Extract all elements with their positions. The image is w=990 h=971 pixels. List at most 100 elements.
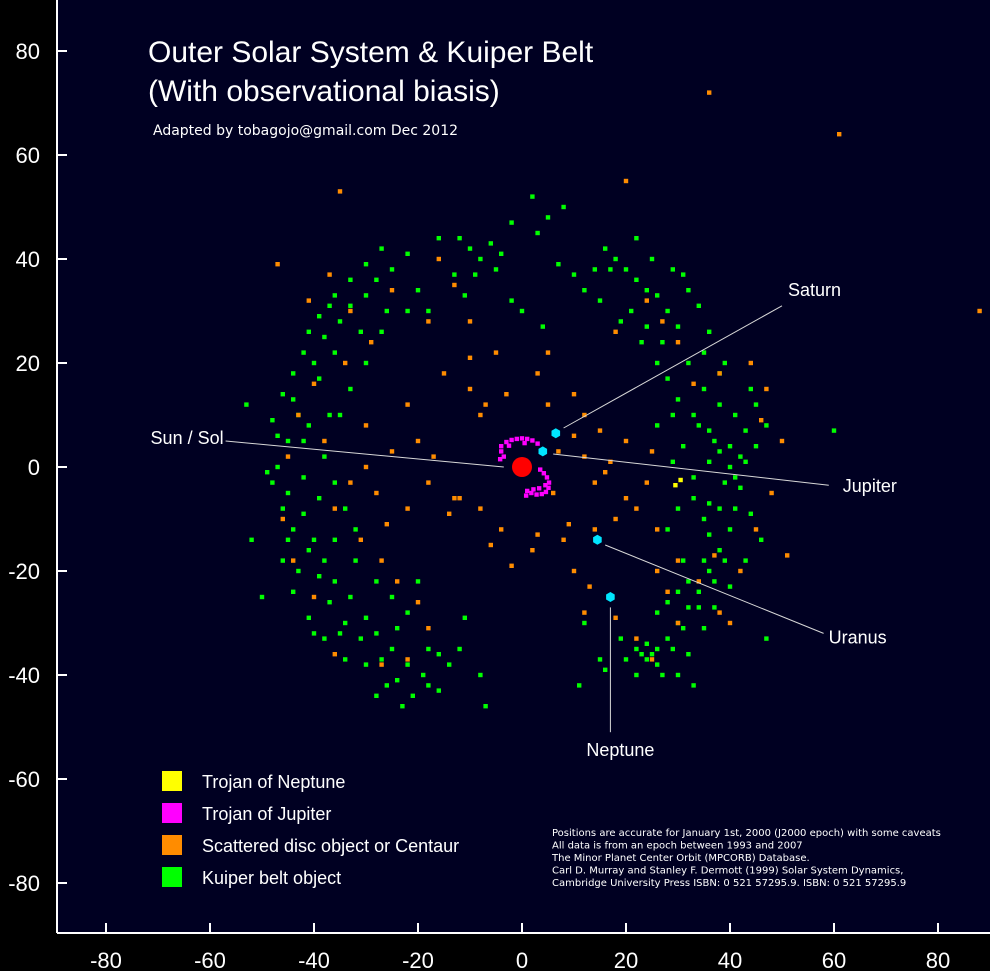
y-tick-label: -80 xyxy=(8,871,40,896)
data-point xyxy=(665,600,670,605)
data-point xyxy=(348,308,353,314)
data-point xyxy=(717,506,722,511)
data-point xyxy=(665,636,670,641)
data-point xyxy=(686,652,691,657)
data-point xyxy=(707,501,712,506)
data-point xyxy=(582,288,587,293)
data-point xyxy=(311,631,317,636)
data-point xyxy=(686,579,691,584)
data-point xyxy=(317,574,322,579)
data-point xyxy=(686,360,691,366)
data-point xyxy=(535,371,540,376)
data-point xyxy=(717,548,722,553)
data-point xyxy=(675,324,681,329)
data-point xyxy=(764,386,769,392)
x-tick-label: 40 xyxy=(718,948,742,971)
annotation-label: Uranus xyxy=(829,627,887,647)
data-point xyxy=(571,392,577,397)
data-point xyxy=(317,496,322,501)
data-point xyxy=(431,454,436,459)
data-point xyxy=(738,485,743,490)
planet-marker xyxy=(538,446,548,457)
data-point xyxy=(707,428,712,433)
data-point xyxy=(400,704,405,709)
data-point xyxy=(501,454,506,459)
data-point xyxy=(348,594,353,600)
data-point xyxy=(753,402,759,407)
data-point xyxy=(613,615,618,620)
data-point xyxy=(707,329,712,334)
data-point xyxy=(452,272,457,277)
data-point xyxy=(389,594,395,600)
legend-swatch xyxy=(162,835,182,855)
data-point xyxy=(473,272,478,277)
series-group xyxy=(497,436,552,498)
data-point xyxy=(332,537,337,542)
data-point xyxy=(644,480,649,485)
data-point xyxy=(686,288,691,293)
data-point xyxy=(426,626,431,631)
annotation-line xyxy=(553,453,829,486)
data-point xyxy=(426,683,431,688)
legend: Trojan of Neptune Trojan of Jupiter Scatte… xyxy=(162,771,459,888)
data-point xyxy=(582,610,587,615)
data-point xyxy=(634,636,639,641)
chart-subtitle: Adapted by tobagojo@gmail.com Dec 2012 xyxy=(153,123,458,139)
data-point xyxy=(343,360,348,366)
data-point xyxy=(660,319,665,324)
data-point xyxy=(358,329,363,334)
data-point xyxy=(597,428,603,433)
y-tick-label: 40 xyxy=(16,247,40,272)
data-point xyxy=(634,236,639,241)
data-point xyxy=(738,454,743,459)
data-point xyxy=(582,454,587,459)
data-point xyxy=(707,90,712,95)
data-point xyxy=(379,558,384,563)
data-point xyxy=(660,340,665,345)
data-point xyxy=(571,272,577,277)
data-point xyxy=(764,636,769,641)
data-point xyxy=(660,672,665,678)
data-point xyxy=(681,558,686,563)
data-point xyxy=(592,267,597,272)
data-point xyxy=(753,527,759,532)
data-point xyxy=(587,584,592,589)
data-point xyxy=(644,641,649,646)
data-point xyxy=(311,537,317,542)
data-point xyxy=(332,350,337,355)
x-tick-label: -60 xyxy=(194,948,226,971)
data-point xyxy=(415,288,421,293)
data-point xyxy=(603,667,608,672)
data-point xyxy=(291,397,296,402)
data-point xyxy=(707,459,712,464)
data-point xyxy=(722,360,727,366)
data-point xyxy=(673,483,678,488)
chart-title-line1: Outer Solar System & Kuiper Belt xyxy=(148,36,594,69)
data-point xyxy=(707,568,712,574)
y-tick-label: 80 xyxy=(16,39,40,64)
data-point xyxy=(613,329,618,334)
data-point xyxy=(530,548,535,553)
data-point xyxy=(531,487,536,492)
data-point xyxy=(670,267,675,272)
data-point xyxy=(363,360,369,366)
data-point xyxy=(415,579,421,584)
data-point xyxy=(691,496,696,501)
data-point xyxy=(457,646,462,652)
data-point xyxy=(389,646,395,652)
data-point xyxy=(571,568,577,574)
data-point xyxy=(623,178,629,184)
data-point xyxy=(478,506,483,511)
data-point xyxy=(497,457,503,462)
planet-marker xyxy=(593,534,602,545)
data-point xyxy=(712,605,717,610)
data-point xyxy=(389,267,395,272)
data-point xyxy=(322,438,327,444)
data-point xyxy=(561,537,566,542)
data-point xyxy=(727,444,733,449)
data-point xyxy=(623,267,629,272)
data-point xyxy=(275,262,280,267)
axis-ticks: 80 60 40 20 0 -20 -40 -60 -80 -80 -60 -40 -20 0 20 40 60… xyxy=(8,39,950,971)
data-point xyxy=(343,506,348,511)
data-point xyxy=(644,324,649,329)
